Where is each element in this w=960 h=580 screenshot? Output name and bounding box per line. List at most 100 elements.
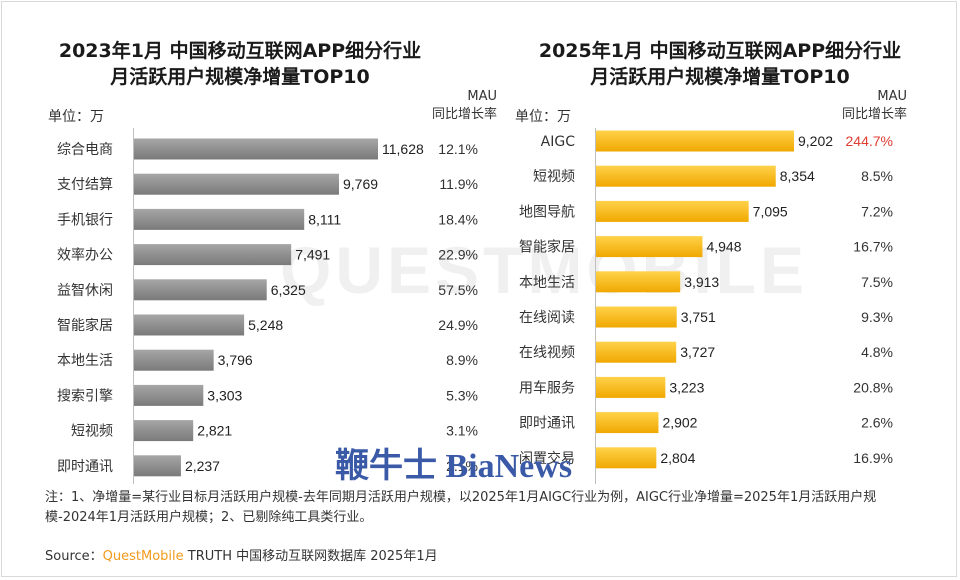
right-y-axis (595, 128, 596, 484)
right-category-label: 地图导航 (519, 204, 575, 220)
left-category-label: 短视频 (71, 424, 113, 440)
right-value-label: 3,913 (684, 274, 719, 290)
bar-charts-svg: 综合电商 11,628 12.1% 支付结算 9,769 11.9% 手机银行 8,111 18… (57, 130, 893, 477)
right-category-label: 智能家居 (519, 239, 575, 256)
right-mau-label: MAU (877, 89, 907, 104)
left-chart-title: 2023年1月 中国移动互联网APP细分行业 月活跃用户规模净增量TOP10 (0, 38, 480, 90)
left-bar (134, 455, 181, 477)
right-growth-label: 16.9% (853, 450, 893, 466)
left-bar (134, 279, 267, 301)
left-growth-label: 3.1% (446, 423, 478, 439)
source-line: Source：QuestMobile TRUTH 中国移动互联网数据库 2025… (45, 545, 438, 564)
right-mau-header: MAU 同比增长率 (815, 88, 907, 124)
left-category-label: 搜索引擎 (57, 387, 113, 404)
right-bar (596, 447, 657, 469)
right-growth-label: 244.7% (846, 133, 893, 149)
questmobile-watermark: QUESTMOBILE (280, 233, 809, 307)
right-bar (596, 271, 681, 293)
left-category-label: 效率办公 (57, 247, 113, 264)
right-category-label: 在线视频 (519, 345, 575, 361)
right-chart-title: 2025年1月 中国移动互联网APP细分行业 月活跃用户规模净增量TOP10 (480, 38, 960, 90)
source-suffix: TRUTH 中国移动互联网数据库 2025年1月 (183, 549, 438, 564)
left-category-label: 手机银行 (57, 212, 113, 228)
right-value-label: 9,202 (798, 133, 833, 149)
left-bar (134, 349, 214, 371)
right-unit-label: 单位：万 (515, 109, 571, 125)
right-growth-label: 20.8% (853, 379, 893, 395)
left-chart-panel: 2023年1月 中国移动互联网APP细分行业 月活跃用户规模净增量TOP10 单… (0, 0, 497, 484)
left-value-label: 5,248 (248, 317, 283, 333)
footnote: 注：1、净增量=某行业目标月活跃用户规模-去年同期月活跃用户规模，以2025年1… (45, 490, 877, 525)
left-bar (134, 138, 378, 160)
right-value-label: 2,902 (662, 415, 697, 431)
left-unit-label: 单位：万 (48, 109, 104, 125)
left-growth-label: 5.3% (446, 387, 478, 403)
right-chart-panel: 2025年1月 中国移动互联网APP细分行业 月活跃用户规模净增量TOP10 单… (480, 0, 960, 484)
left-value-label: 7,491 (295, 247, 330, 263)
right-bar (596, 130, 794, 152)
left-value-label: 3,796 (218, 352, 253, 368)
left-y-axis (133, 128, 134, 484)
right-title-line2: 月活跃用户规模净增量TOP10 (590, 66, 850, 88)
right-growth-label: 16.7% (853, 239, 893, 255)
right-category-label: 即时通讯 (519, 416, 575, 432)
left-growth-label: 12.1% (438, 141, 478, 157)
left-title-line1: 2023年1月 中国移动互联网APP细分行业 (58, 40, 422, 62)
left-category-label: 智能家居 (57, 317, 113, 334)
left-value-label: 6,325 (271, 282, 306, 298)
right-bar (596, 236, 703, 258)
left-mau-label: MAU (467, 89, 497, 104)
right-value-label: 8,354 (780, 168, 815, 184)
right-bar (596, 376, 666, 398)
right-category-label: 闲置交易 (519, 450, 575, 467)
right-value-label: 3,751 (681, 309, 716, 325)
right-bar (596, 412, 659, 434)
left-category-label: 益智休闲 (57, 283, 113, 299)
right-growth-header: 同比增长率 (841, 107, 907, 122)
right-growth-label: 2.6% (861, 415, 893, 431)
left-category-label: 支付结算 (57, 177, 113, 193)
right-value-label: 2,804 (660, 450, 695, 466)
source-prefix: Source： (45, 549, 103, 564)
right-title-line1: 2025年1月 中国移动互联网APP细分行业 (538, 40, 902, 62)
left-bar (134, 384, 204, 406)
left-bar (134, 314, 245, 336)
source-brand: QuestMobile (102, 549, 184, 564)
right-growth-label: 7.2% (861, 203, 893, 219)
right-value-label: 4,948 (706, 239, 741, 255)
bianews-watermark: 鞭牛士 BiaNews (335, 448, 573, 485)
left-growth-label: 24.9% (438, 317, 478, 333)
left-growth-label: 22.9% (438, 247, 478, 263)
right-category-label: AIGC (541, 134, 576, 150)
right-bar (596, 200, 749, 222)
right-category-label: 在线阅读 (519, 309, 575, 326)
left-growth-label: 57.5% (438, 282, 478, 298)
left-bar (134, 208, 305, 230)
right-value-label: 7,095 (753, 203, 788, 219)
left-value-label: 9,769 (343, 176, 378, 192)
left-title-line2: 月活跃用户规模净增量TOP10 (110, 66, 370, 88)
left-category-label: 本地生活 (57, 353, 113, 369)
left-bar (134, 420, 194, 442)
right-category-label: 短视频 (533, 169, 575, 185)
right-category-label: 本地生活 (519, 275, 575, 291)
left-growth-label: 2.1% (446, 458, 478, 474)
right-category-label: 用车服务 (519, 379, 575, 396)
left-bar (134, 173, 339, 195)
left-value-label: 11,628 (382, 141, 424, 157)
right-growth-label: 7.5% (861, 274, 893, 290)
left-value-label: 8,111 (308, 211, 341, 227)
left-bar (134, 244, 292, 266)
left-growth-label: 8.9% (446, 352, 478, 368)
left-category-label: 即时通讯 (57, 459, 113, 475)
right-bar (596, 306, 677, 328)
left-growth-label: 11.9% (439, 176, 478, 192)
right-value-label: 3,727 (680, 344, 715, 360)
right-growth-label: 9.3% (861, 309, 893, 325)
right-growth-label: 4.8% (861, 344, 893, 360)
left-growth-label: 18.4% (438, 211, 478, 227)
left-value-label: 3,303 (207, 387, 242, 403)
left-category-label: 综合电商 (57, 142, 113, 158)
right-growth-label: 8.5% (861, 168, 893, 184)
